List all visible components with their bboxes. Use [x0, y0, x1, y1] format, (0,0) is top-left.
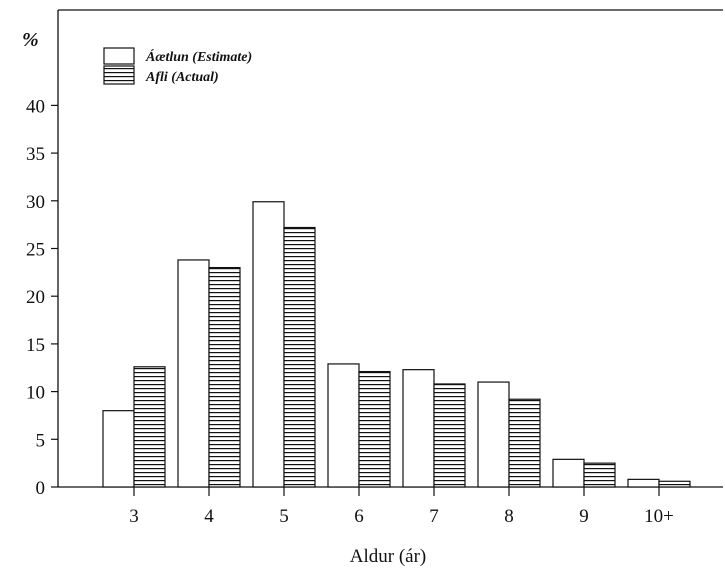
legend: Áætlun (Estimate) Afli (Actual) — [103, 47, 252, 85]
y-tick-label: 35 — [26, 144, 45, 165]
bar-estimate-6 — [327, 363, 360, 488]
x-tick-label: 9 — [579, 506, 589, 527]
bar-estimate-4 — [177, 259, 210, 488]
legend-swatch-estimate — [103, 47, 135, 65]
bar-estimate-5 — [252, 201, 285, 488]
bar-actual-3 — [133, 366, 166, 488]
x-tick-label: 7 — [429, 506, 439, 527]
y-axis-label: % — [22, 29, 39, 51]
bar-actual-5 — [283, 226, 316, 488]
y-tick-label: 0 — [36, 478, 46, 499]
x-tick-label: 10+ — [644, 506, 674, 527]
legend-swatch-actual — [103, 65, 135, 85]
y-tick-label: 30 — [26, 192, 45, 213]
bar-estimate-10plus — [627, 478, 660, 488]
y-tick-label: 15 — [26, 335, 45, 356]
bar-estimate-3 — [102, 410, 135, 488]
y-tick-label: 25 — [26, 240, 45, 261]
bar-estimate-8 — [477, 381, 510, 488]
y-tick-label: 40 — [26, 96, 45, 117]
x-axis: 3 4 5 6 7 8 9 10+ — [129, 487, 674, 527]
y-tick-label: 10 — [26, 383, 45, 404]
x-tick-label: 4 — [204, 506, 214, 527]
x-tick-label: 3 — [129, 506, 139, 527]
y-tick-label: 20 — [26, 287, 45, 308]
x-tick-label: 5 — [279, 506, 289, 527]
bar-actual-9 — [583, 462, 616, 488]
y-axis: 0 5 10 15 20 25 30 35 40 — [26, 96, 58, 499]
x-axis-label: Aldur (ár) — [350, 546, 427, 567]
legend-label-estimate: Áætlun (Estimate) — [145, 48, 252, 65]
legend-label-actual: Afli (Actual) — [145, 70, 219, 85]
bar-actual-6 — [358, 370, 391, 488]
bar-actual-7 — [433, 383, 466, 488]
bar-actual-8 — [508, 398, 541, 488]
bar-actual-4 — [208, 266, 241, 488]
x-tick-label: 6 — [354, 506, 364, 527]
bar-actual-10plus — [658, 480, 691, 488]
y-tick-label: 5 — [36, 430, 46, 451]
x-tick-label: 8 — [504, 506, 514, 527]
bars — [102, 201, 691, 488]
bar-estimate-9 — [552, 458, 585, 488]
bar-estimate-7 — [402, 369, 435, 488]
